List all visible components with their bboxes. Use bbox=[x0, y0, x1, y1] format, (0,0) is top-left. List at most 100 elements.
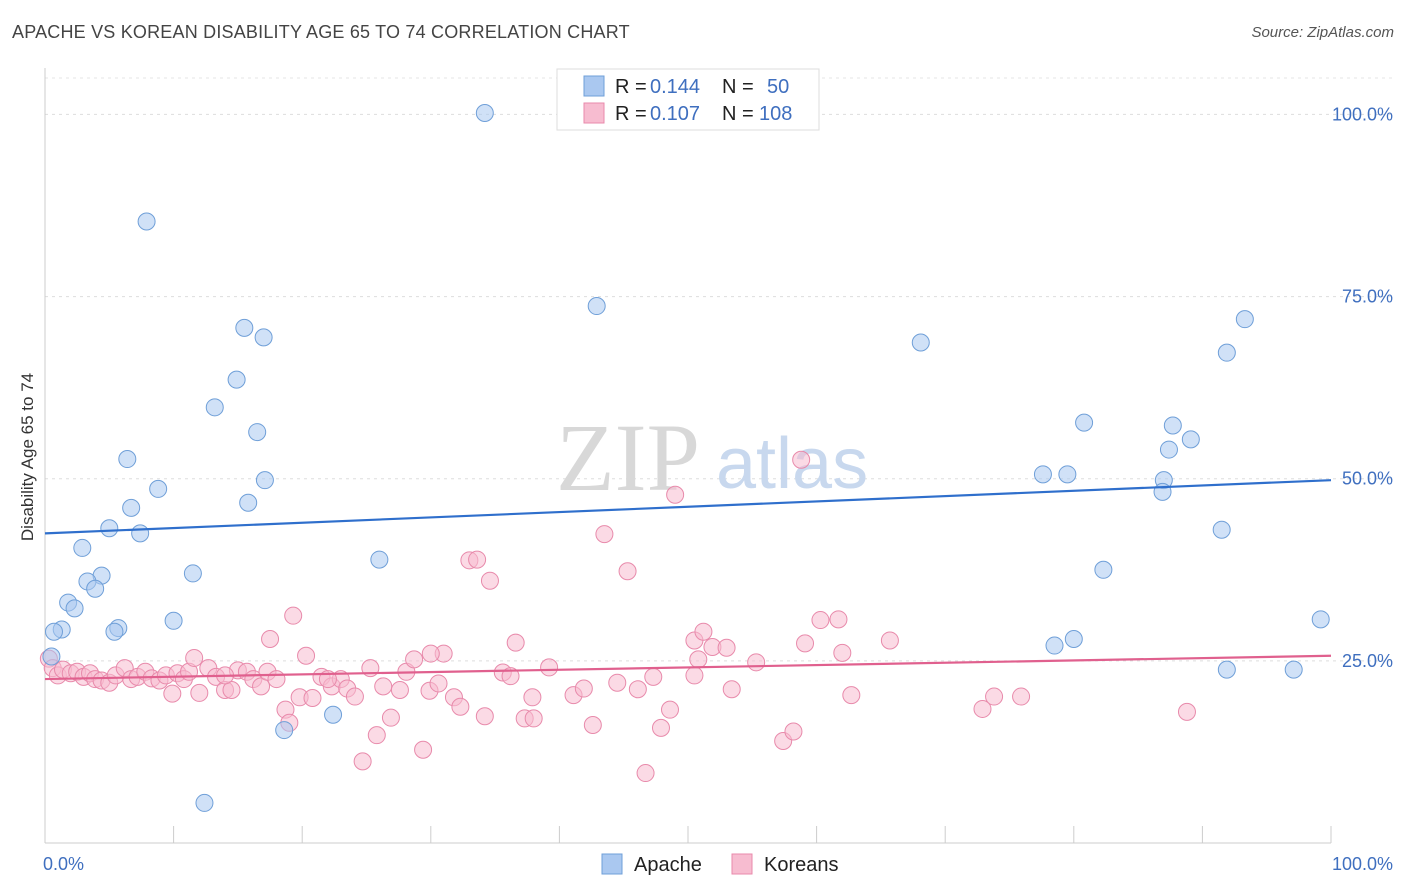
koreans-point bbox=[480, 571, 499, 590]
koreans-point bbox=[747, 653, 766, 672]
trend-lines bbox=[44, 479, 1332, 681]
koreans-point bbox=[261, 630, 280, 648]
apache-point bbox=[137, 212, 156, 231]
apache-point bbox=[1311, 610, 1330, 629]
koreans-point bbox=[717, 638, 736, 657]
apache-point bbox=[1181, 430, 1200, 449]
koreans-point bbox=[651, 718, 670, 737]
koreans-point bbox=[524, 709, 543, 728]
apache-point bbox=[73, 538, 92, 557]
koreans-point bbox=[523, 688, 542, 707]
koreans-point bbox=[284, 606, 303, 625]
legend-r-label-koreans: R = bbox=[615, 103, 647, 125]
legend-bottom-swatch-apache bbox=[601, 853, 623, 875]
apache-point bbox=[254, 328, 273, 347]
koreans-point bbox=[390, 681, 409, 699]
apache-point bbox=[1058, 465, 1077, 484]
legend-n-label-koreans: N = bbox=[722, 103, 754, 125]
koreans-point bbox=[405, 650, 424, 669]
legend-bottom-label-apache: Apache bbox=[634, 854, 702, 876]
koreans-point bbox=[381, 708, 400, 727]
apache-point bbox=[1033, 465, 1052, 484]
apache-point bbox=[227, 370, 246, 389]
koreans-point bbox=[421, 644, 440, 663]
koreans-point bbox=[163, 684, 182, 703]
legend-bottom: Apache Koreans bbox=[601, 853, 839, 876]
chart-title: APACHE VS KOREAN DISABILITY AGE 65 TO 74… bbox=[12, 22, 630, 42]
apache-point bbox=[118, 450, 137, 469]
y-tick-label: 25.0% bbox=[1342, 651, 1393, 671]
koreans-point bbox=[353, 752, 372, 771]
koreans-point bbox=[833, 643, 852, 662]
apache-point bbox=[131, 524, 150, 543]
apache-point bbox=[255, 471, 274, 490]
apache-point bbox=[587, 297, 606, 316]
apache-point bbox=[122, 498, 141, 517]
apache-point bbox=[100, 519, 119, 538]
koreans-point bbox=[367, 726, 386, 745]
legend-swatch-koreans bbox=[583, 102, 605, 124]
apache-point bbox=[275, 721, 294, 740]
apache-point bbox=[149, 479, 168, 498]
koreans-point bbox=[185, 648, 204, 667]
apache-point bbox=[164, 611, 183, 630]
koreans-point bbox=[297, 646, 316, 665]
koreans-point bbox=[345, 687, 364, 706]
grid-lines bbox=[45, 77, 1392, 662]
watermark-atlas: atlas bbox=[716, 424, 868, 504]
legend-r-value-apache: 0.144 bbox=[650, 76, 700, 98]
koreans-point bbox=[414, 740, 433, 759]
koreans-point bbox=[501, 667, 520, 686]
apache-point bbox=[1212, 520, 1231, 539]
legend-r-label-apache: R = bbox=[615, 76, 647, 98]
apache-point bbox=[248, 423, 267, 442]
koreans-point bbox=[1177, 702, 1196, 721]
koreans-point bbox=[190, 683, 209, 702]
koreans-point bbox=[468, 550, 487, 569]
apache-point bbox=[370, 550, 389, 569]
tick-labels: 25.0% 50.0% 75.0% 100.0% 0.0% 100.0% bbox=[43, 104, 1393, 874]
apache-point bbox=[1217, 660, 1236, 679]
legend-n-value-apache: 50 bbox=[767, 76, 789, 98]
koreans-point bbox=[880, 631, 899, 650]
koreans-point bbox=[985, 687, 1004, 706]
apache-point bbox=[1284, 660, 1303, 679]
apache-point bbox=[324, 705, 343, 724]
koreans-point bbox=[583, 715, 602, 734]
apache-point bbox=[1235, 310, 1254, 329]
koreans-point bbox=[796, 634, 815, 653]
apache-point bbox=[65, 599, 84, 618]
apache-point bbox=[105, 622, 124, 641]
x-tick-label-end: 100.0% bbox=[1332, 854, 1393, 874]
apache-point bbox=[1045, 636, 1064, 655]
apache-point bbox=[239, 493, 258, 512]
koreans-point bbox=[628, 680, 647, 699]
koreans-point bbox=[973, 699, 992, 718]
koreans-point bbox=[722, 680, 741, 699]
y-axis-title: Disability Age 65 to 74 bbox=[18, 373, 37, 541]
legend-n-value-koreans: 108 bbox=[759, 103, 792, 125]
y-tick-label: 50.0% bbox=[1342, 469, 1393, 489]
legend-r-value-koreans: 0.107 bbox=[650, 103, 700, 125]
apache-trend-line bbox=[44, 479, 1332, 535]
koreans-point bbox=[374, 677, 393, 696]
koreans-point bbox=[792, 450, 811, 469]
watermark: ZIP atlas bbox=[556, 404, 868, 511]
koreans-point bbox=[1012, 687, 1031, 706]
koreans-point bbox=[451, 697, 470, 716]
koreans-point bbox=[595, 525, 614, 544]
apache-point bbox=[45, 622, 64, 641]
koreans-point bbox=[811, 611, 830, 630]
koreans-point bbox=[475, 707, 494, 726]
apache-point bbox=[183, 564, 202, 583]
apache-point bbox=[1064, 630, 1083, 648]
koreans-point bbox=[267, 670, 286, 689]
apache-point bbox=[235, 318, 254, 337]
koreans-point bbox=[506, 633, 525, 652]
chart-source: Source: ZipAtlas.com bbox=[1251, 24, 1394, 41]
x-tick-label-start: 0.0% bbox=[43, 854, 84, 874]
legend-top: R = 0.144 N = 50 R = 0.107 N = 108 bbox=[556, 68, 820, 131]
koreans-point bbox=[694, 622, 713, 641]
koreans-point bbox=[618, 562, 637, 581]
koreans-point bbox=[829, 610, 848, 629]
